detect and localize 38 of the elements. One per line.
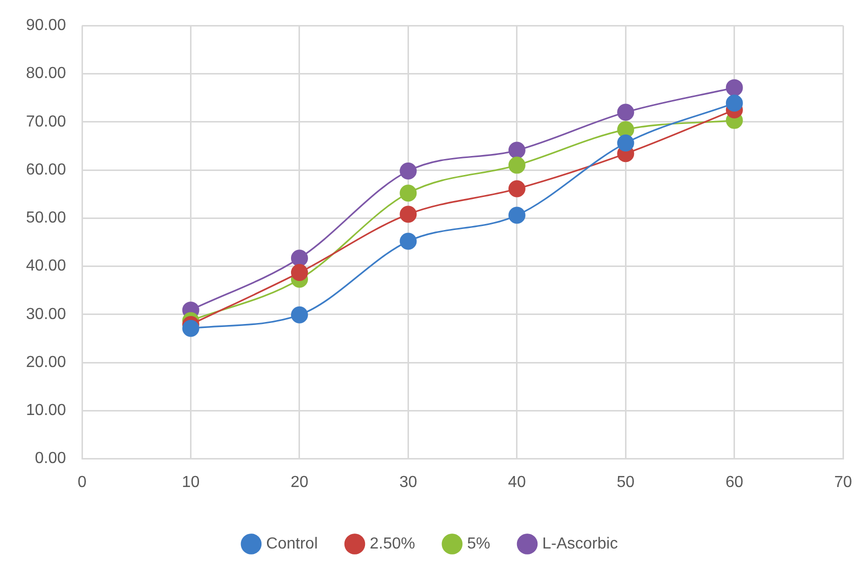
x-tick-label: 0: [78, 474, 87, 491]
x-tick-label: 30: [399, 474, 418, 491]
y-tick-label: 60.00: [26, 161, 66, 178]
point: [617, 104, 634, 121]
point: [508, 206, 526, 224]
y-tick-label: 20.00: [26, 354, 66, 371]
point: [290, 264, 308, 282]
point: [290, 250, 308, 267]
y-tick-label: 10.00: [26, 402, 66, 420]
point: [726, 94, 743, 112]
point: [726, 79, 743, 96]
point: [290, 306, 308, 324]
x-tick-label: 40: [508, 474, 526, 491]
legend-label: L-Ascorbic: [542, 535, 618, 552]
point: [182, 320, 200, 337]
y-tick-label: 80.00: [26, 65, 66, 82]
x-tick-label: 60: [725, 474, 744, 491]
y-tick-label: 50.00: [26, 210, 66, 227]
x-tick-label: 70: [834, 474, 852, 491]
point: [400, 184, 417, 202]
y-tick-label: 0.00: [34, 450, 66, 468]
y-tick-label: 70.00: [26, 113, 66, 130]
point: [508, 156, 526, 174]
point: [508, 142, 526, 159]
y-tick-label: 90.00: [26, 17, 66, 34]
y-tick-label: 40.00: [26, 258, 66, 275]
legend-label: 2.50%: [370, 535, 416, 552]
point: [400, 206, 417, 223]
point: [400, 162, 417, 180]
legend-label: 5%: [467, 535, 490, 552]
x-tick-label: 20: [290, 474, 308, 491]
point: [508, 180, 526, 198]
x-tick-label: 50: [616, 474, 635, 491]
x-tick-label: 10: [182, 474, 200, 491]
y-tick-label: 30.00: [26, 306, 66, 323]
legend-label: Control: [266, 535, 318, 552]
point: [400, 232, 417, 250]
point: [617, 134, 634, 152]
